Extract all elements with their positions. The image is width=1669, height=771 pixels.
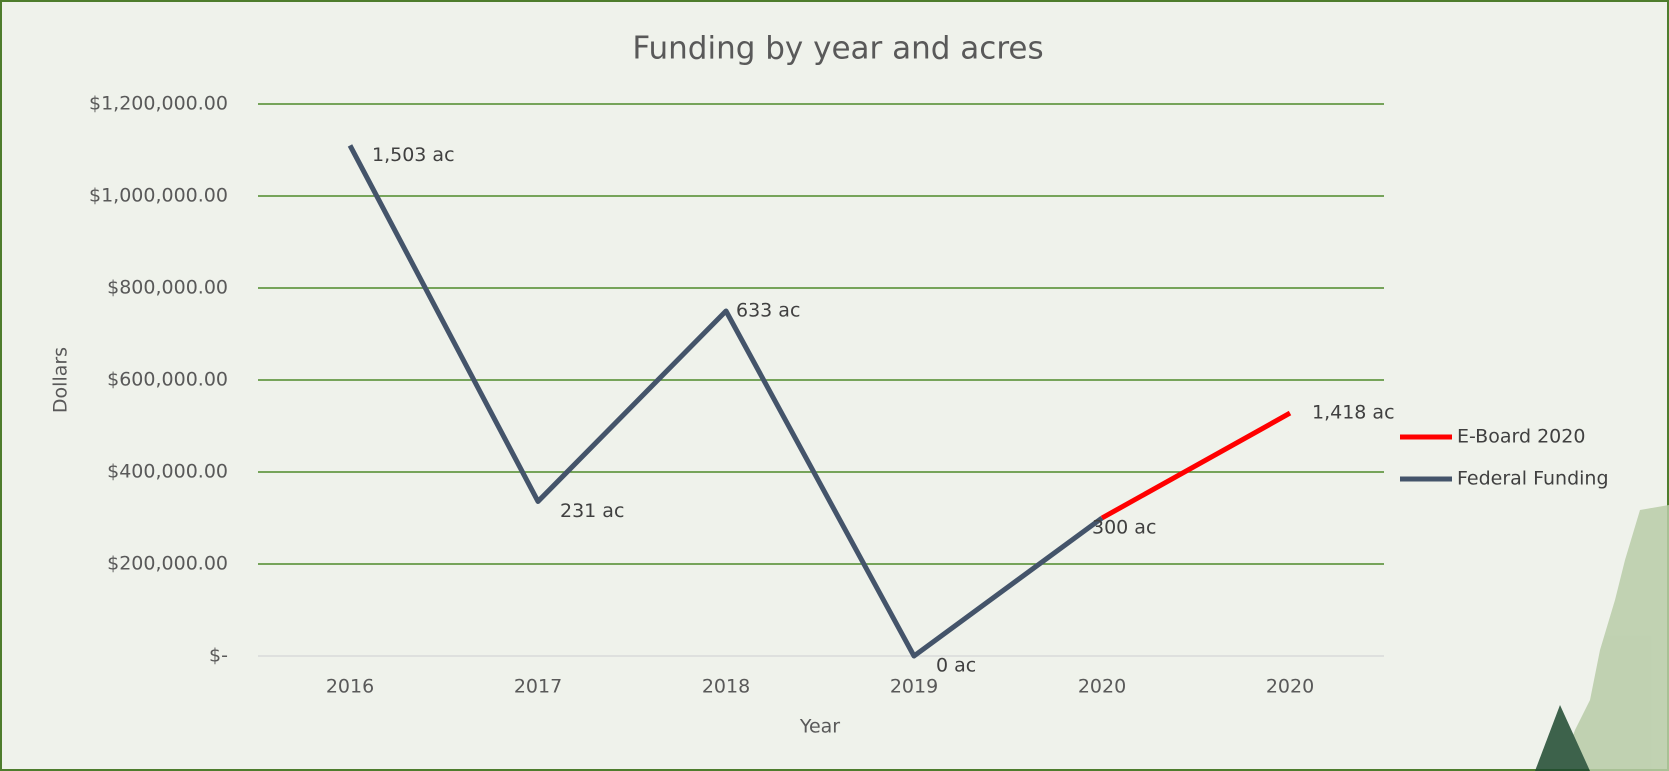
data-label: 300 ac bbox=[1092, 517, 1156, 539]
chart-title: Funding by year and acres bbox=[632, 31, 1043, 67]
x-tick-label: 2020 bbox=[1078, 676, 1126, 698]
legend-label: Federal Funding bbox=[1457, 468, 1609, 490]
y-tick-label: $- bbox=[209, 645, 228, 667]
chart-background bbox=[1, 1, 1668, 770]
x-tick-label: 2020 bbox=[1266, 676, 1314, 698]
x-tick-label: 2018 bbox=[702, 676, 750, 698]
x-tick-label: 2019 bbox=[890, 676, 938, 698]
data-label: 1,418 ac bbox=[1312, 402, 1395, 424]
y-tick-label: $400,000.00 bbox=[107, 461, 228, 483]
legend-label: E-Board 2020 bbox=[1457, 426, 1585, 448]
page: Funding by year and acres Dollars Year $… bbox=[0, 0, 1669, 771]
x-tick-label: 2017 bbox=[514, 676, 562, 698]
y-axis-title: Dollars bbox=[50, 347, 72, 413]
y-tick-label: $200,000.00 bbox=[107, 553, 228, 575]
y-tick-label: $800,000.00 bbox=[107, 277, 228, 299]
data-label: 1,503 ac bbox=[372, 144, 455, 166]
data-label: 633 ac bbox=[736, 300, 800, 322]
y-tick-label: $1,000,000.00 bbox=[89, 185, 228, 207]
y-tick-label: $600,000.00 bbox=[107, 369, 228, 391]
chart: Funding by year and acres Dollars Year $… bbox=[0, 0, 1669, 771]
data-label: 0 ac bbox=[936, 655, 976, 677]
data-label: 231 ac bbox=[560, 500, 624, 522]
x-tick-label: 2016 bbox=[326, 676, 374, 698]
y-tick-label: $1,200,000.00 bbox=[89, 93, 228, 115]
x-axis-title: Year bbox=[799, 716, 840, 738]
